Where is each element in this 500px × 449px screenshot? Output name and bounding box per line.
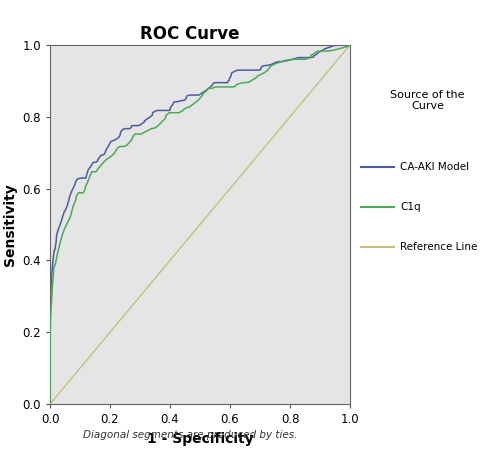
Text: CA-AKI Model: CA-AKI Model xyxy=(400,162,469,172)
Text: C1q: C1q xyxy=(400,202,421,212)
Y-axis label: Sensitivity: Sensitivity xyxy=(3,183,17,266)
Text: ROC Curve: ROC Curve xyxy=(140,25,240,43)
Text: Source of the
Curve: Source of the Curve xyxy=(390,90,465,111)
Text: Diagonal segments are produced by ties.: Diagonal segments are produced by ties. xyxy=(83,430,297,440)
X-axis label: 1 - Specificity: 1 - Specificity xyxy=(146,431,254,446)
Text: Reference Line: Reference Line xyxy=(400,242,478,252)
